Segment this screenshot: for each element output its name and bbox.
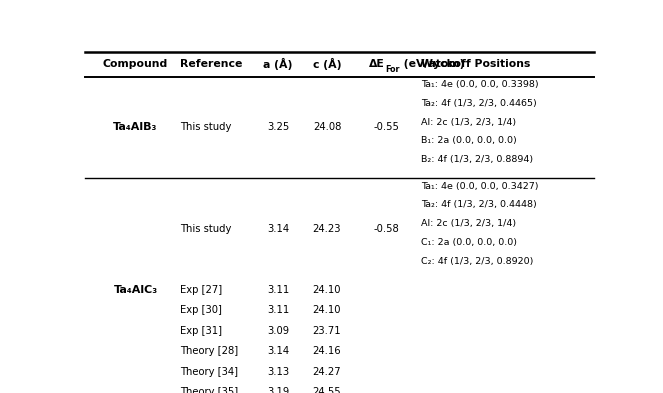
Text: c (Å): c (Å): [313, 58, 341, 70]
Text: Compound: Compound: [103, 59, 168, 69]
Text: 23.71: 23.71: [313, 326, 341, 336]
Text: -0.58: -0.58: [373, 224, 399, 233]
Text: Reference: Reference: [180, 59, 243, 69]
Text: 24.10: 24.10: [313, 285, 341, 294]
Text: ΔE: ΔE: [369, 59, 385, 69]
Text: Al: 2c (1/3, 2/3, 1/4): Al: 2c (1/3, 2/3, 1/4): [422, 219, 516, 228]
Text: 3.14: 3.14: [267, 224, 289, 233]
Text: This study: This study: [180, 224, 231, 233]
Text: Wyckoff Positions: Wyckoff Positions: [422, 59, 531, 69]
Text: 3.19: 3.19: [267, 387, 289, 393]
Text: For: For: [385, 65, 400, 74]
Text: 24.27: 24.27: [313, 367, 341, 377]
Text: Exp [27]: Exp [27]: [180, 285, 222, 294]
Text: C₁: 2a (0.0, 0.0, 0.0): C₁: 2a (0.0, 0.0, 0.0): [422, 238, 518, 247]
Text: 3.25: 3.25: [267, 122, 289, 132]
Text: Al: 2c (1/3, 2/3, 1/4): Al: 2c (1/3, 2/3, 1/4): [422, 118, 516, 127]
Text: Theory [28]: Theory [28]: [180, 346, 238, 356]
Text: B₂: 4f (1/3, 2/3, 0.8894): B₂: 4f (1/3, 2/3, 0.8894): [422, 155, 534, 164]
Text: Theory [34]: Theory [34]: [180, 367, 238, 377]
Text: 24.16: 24.16: [313, 346, 341, 356]
Text: Ta₁: 4e (0.0, 0.0, 0.3427): Ta₁: 4e (0.0, 0.0, 0.3427): [422, 182, 539, 191]
Text: 3.14: 3.14: [267, 346, 289, 356]
Text: 24.10: 24.10: [313, 305, 341, 315]
Text: Ta₂: 4f (1/3, 2/3, 0.4448): Ta₂: 4f (1/3, 2/3, 0.4448): [422, 200, 537, 209]
Text: This study: This study: [180, 122, 231, 132]
Text: Ta₂: 4f (1/3, 2/3, 0.4465): Ta₂: 4f (1/3, 2/3, 0.4465): [422, 99, 537, 108]
Text: 24.23: 24.23: [313, 224, 341, 233]
Text: (eV/atom): (eV/atom): [400, 59, 465, 69]
Text: Exp [31]: Exp [31]: [180, 326, 222, 336]
Text: Ta₄AlB₃: Ta₄AlB₃: [113, 122, 158, 132]
Text: 24.08: 24.08: [313, 122, 341, 132]
Text: Ta₄AlC₃: Ta₄AlC₃: [113, 285, 158, 295]
Text: 24.55: 24.55: [313, 387, 341, 393]
Text: C₂: 4f (1/3, 2/3, 0.8920): C₂: 4f (1/3, 2/3, 0.8920): [422, 257, 534, 266]
Text: 3.11: 3.11: [267, 305, 289, 315]
Text: Theory [35]: Theory [35]: [180, 387, 238, 393]
Text: a (Å): a (Å): [263, 58, 293, 70]
Text: Ta₁: 4e (0.0, 0.0, 0.3398): Ta₁: 4e (0.0, 0.0, 0.3398): [422, 80, 539, 89]
Text: -0.55: -0.55: [373, 122, 399, 132]
Text: Exp [30]: Exp [30]: [180, 305, 222, 315]
Text: 3.13: 3.13: [267, 367, 289, 377]
Text: B₁: 2a (0.0, 0.0, 0.0): B₁: 2a (0.0, 0.0, 0.0): [422, 136, 517, 145]
Text: 3.11: 3.11: [267, 285, 289, 294]
Text: 3.09: 3.09: [267, 326, 289, 336]
